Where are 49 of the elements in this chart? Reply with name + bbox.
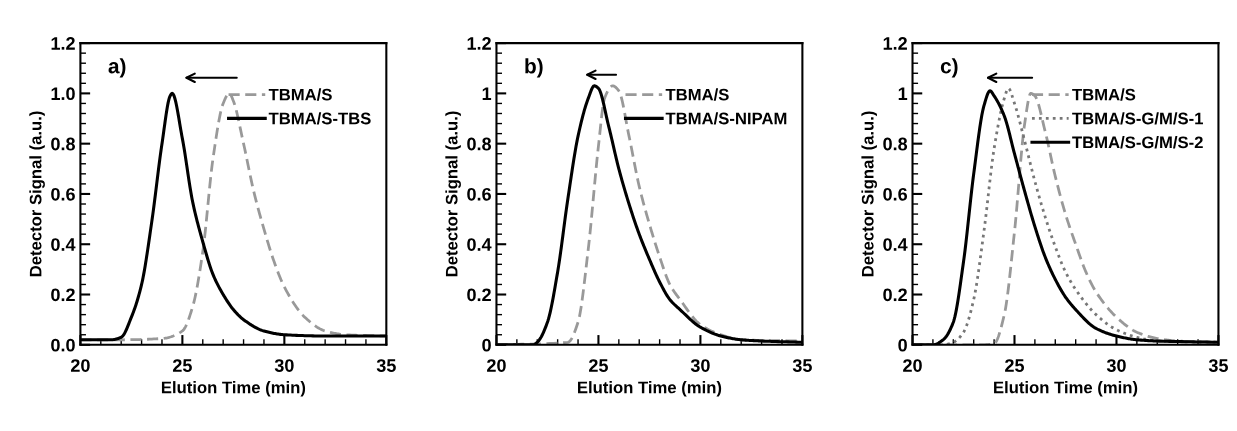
y-tick-label: 0.8: [467, 137, 492, 151]
y-axis-title: Detector Signal (a.u.): [445, 111, 461, 277]
y-tick-label: 1.2: [883, 37, 907, 50]
y-tick-label: 0.2: [883, 288, 907, 302]
y-tick-label: 0.6: [51, 187, 75, 201]
y-tick-label: 0: [482, 338, 491, 352]
y-tick-label: 0.2: [467, 288, 491, 302]
x-tick-label: 20: [903, 359, 922, 372]
legend-label: TBMA/S-G/M/S-1: [1072, 112, 1203, 125]
x-tick-label: 35: [792, 359, 812, 372]
y-tick-label: 1.0: [51, 87, 75, 101]
x-axis-title: Elution Time (min): [161, 381, 306, 397]
x-tick-label: 35: [376, 359, 396, 372]
legend-label: TBMA/S-TBS: [268, 112, 371, 125]
y-tick-label: 0.8: [51, 137, 75, 151]
annotation: a): [108, 58, 126, 78]
y-tick-label: 0.6: [883, 187, 908, 201]
annotation: c): [940, 58, 958, 78]
y-axis-title: Detector Signal (a.u.): [29, 111, 45, 277]
x-tick-label: 30: [274, 359, 294, 372]
x-tick-label: 30: [690, 359, 710, 372]
x-tick-label: 35: [1208, 359, 1228, 372]
y-tick-label: 0.2: [51, 288, 75, 302]
y-tick-label: 0.0: [51, 338, 75, 352]
x-tick-label: 30: [1106, 359, 1126, 372]
legend-label: TBMA/S: [665, 88, 729, 101]
x-tick-label: 25: [172, 359, 192, 372]
x-tick-label: 20: [487, 359, 506, 372]
y-tick-label: 0.8: [883, 137, 908, 151]
y-axis-title: Detector Signal (a.u.): [861, 111, 878, 277]
x-tick-label: 20: [70, 359, 90, 372]
x-axis-title: Elution Time (min): [578, 381, 722, 397]
y-tick-label: 0.4: [467, 238, 492, 251]
y-tick-label: 1.2: [51, 37, 75, 50]
y-tick-label: 0.4: [883, 238, 908, 251]
legend-label: TBMA/S: [1072, 88, 1136, 101]
y-tick-label: 0: [898, 338, 907, 352]
legend-label: TBMA/S-G/M/S-2: [1072, 136, 1203, 149]
y-tick-label: 1: [482, 87, 492, 100]
y-tick-label: 1: [898, 87, 908, 100]
x-tick-label: 25: [1005, 359, 1025, 372]
y-tick-label: 0.6: [467, 187, 491, 201]
y-tick-label: 1.2: [467, 37, 491, 50]
legend-label: TBMA/S-NIPAM: [665, 112, 787, 125]
annotation: b): [525, 58, 543, 78]
legend-label: TBMA/S: [268, 88, 332, 101]
x-axis-title: Elution Time (min): [994, 381, 1138, 397]
x-tick-label: 25: [589, 359, 608, 372]
y-tick-label: 0.4: [51, 238, 76, 251]
